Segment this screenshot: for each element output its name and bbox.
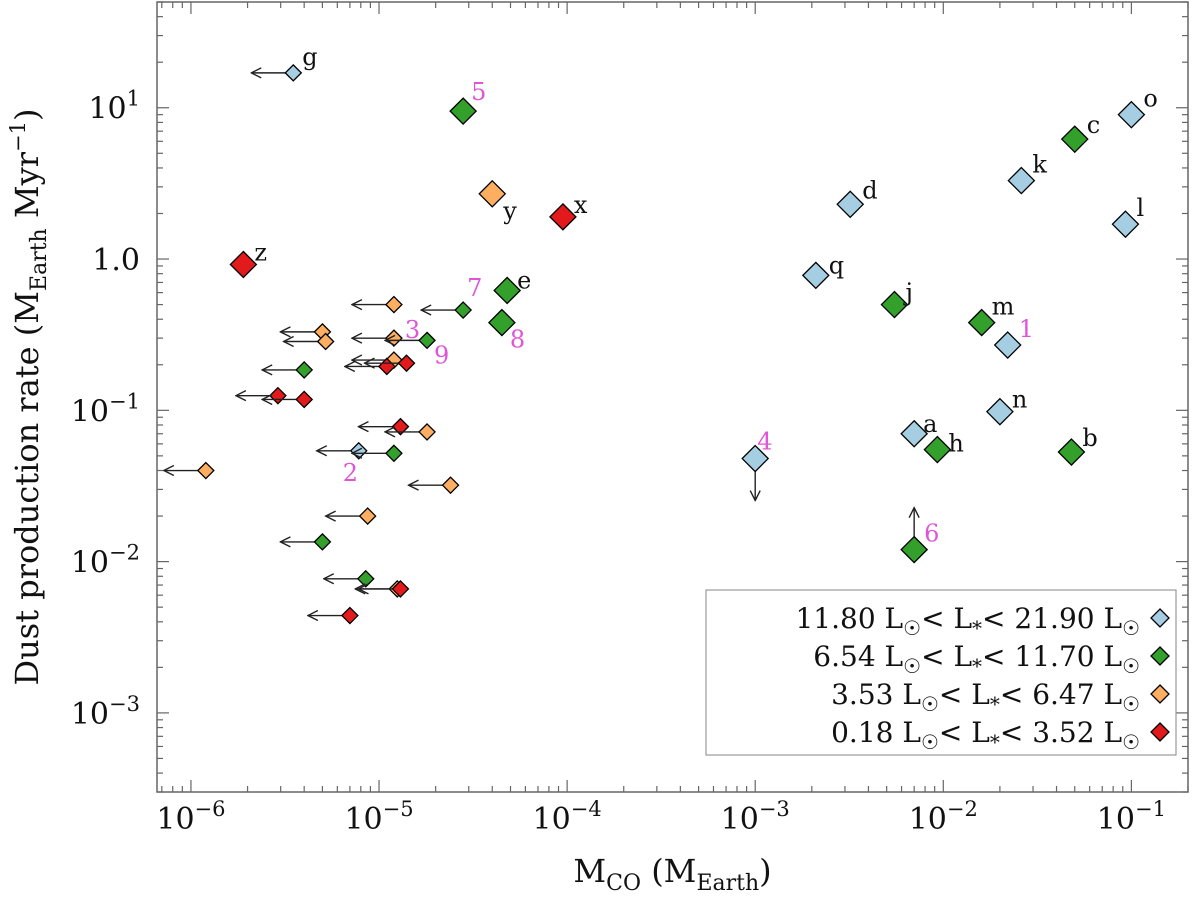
data-point [993, 331, 1022, 359]
data-point [391, 417, 410, 436]
data-point [449, 97, 478, 126]
data-point [340, 606, 359, 625]
point-label: 7 [467, 274, 482, 302]
point-label: q [829, 251, 844, 279]
data-point [880, 290, 909, 319]
data-point [1007, 166, 1036, 195]
point-label: z [254, 239, 267, 267]
data-point [385, 295, 403, 314]
data-point [1060, 125, 1089, 154]
legend-label: 0.18 L☉< L*< 3.52 L☉ [831, 716, 1140, 754]
data-point [295, 360, 314, 379]
legend-box [705, 589, 1177, 756]
data-point [418, 422, 436, 441]
point-label: x [574, 191, 588, 219]
data-point [295, 390, 314, 409]
data-point [478, 179, 507, 208]
legend-label: 3.53 L☉< L*< 6.47 L☉ [831, 678, 1140, 716]
point-label: c [1087, 111, 1100, 139]
data-point [385, 444, 403, 463]
x-tick-label: 10−3 [721, 797, 790, 837]
data-point [493, 276, 522, 305]
data-point [801, 261, 830, 290]
point-label: b [1082, 424, 1097, 452]
data-point [268, 386, 287, 405]
data-point [985, 397, 1014, 426]
point-label: 8 [510, 326, 525, 354]
y-tick-label: 10−1 [71, 389, 140, 429]
data-point [487, 308, 516, 337]
y-axis-title: Dust production rate (MEarth Myr−1) [6, 109, 52, 686]
x-tick-label: 10−4 [533, 797, 602, 837]
point-label: j [902, 279, 912, 307]
data-point [900, 535, 929, 564]
data-point [741, 444, 770, 473]
point-label: m [992, 293, 1015, 321]
x-tick-label: 10−1 [1097, 797, 1166, 837]
point-label: a [923, 410, 937, 438]
data-point [441, 476, 460, 495]
data-point [196, 461, 215, 480]
data-point [549, 202, 577, 231]
data-point [454, 301, 473, 319]
y-tick-label: 10−2 [71, 541, 140, 581]
legend-marker [1150, 684, 1170, 704]
point-label: 4 [757, 428, 772, 456]
point-label: n [1012, 386, 1027, 414]
point-label: o [1143, 85, 1157, 113]
x-axis-title: MCO (MEarth) [573, 852, 771, 896]
data-point [1117, 100, 1146, 129]
point-label: 6 [924, 520, 939, 548]
plot-frame [156, 1, 1189, 793]
point-label: k [1032, 151, 1047, 179]
data-point [1057, 438, 1086, 466]
data-points [164, 63, 1146, 625]
y-tick-label: 10−3 [71, 692, 140, 732]
point-labels: g 5 y x z e 87 39 2 q d 4 j ah 6 m1 n k c b o l [254, 43, 1157, 548]
data-point [385, 329, 403, 348]
point-label: l [1136, 194, 1144, 222]
data-point [900, 419, 929, 448]
data-point [967, 308, 996, 337]
legend-marker [1150, 646, 1170, 666]
data-point [229, 250, 258, 279]
legend-label: 6.54 L☉< L*< 11.70 L☉ [813, 640, 1140, 678]
data-point [836, 190, 865, 219]
data-point [397, 354, 416, 373]
point-label: d [862, 176, 877, 204]
point-label: 5 [471, 78, 486, 106]
data-point [1111, 210, 1140, 239]
point-label: 2 [343, 459, 358, 487]
x-tick-label: 10−2 [909, 797, 978, 837]
data-point [923, 435, 952, 464]
data-point [358, 507, 377, 525]
legend-marker [1150, 608, 1170, 628]
point-label: h [948, 430, 963, 458]
point-label: 1 [1019, 315, 1034, 343]
data-point [391, 579, 410, 598]
legend-label: 11.80 L☉< L*< 21.90 L☉ [795, 602, 1140, 640]
data-point [313, 532, 332, 551]
x-tick-label: 10−6 [156, 797, 225, 837]
legend: 11.80 L☉< L*< 21.90 L☉6.54 L☉< L*< 11.70… [705, 589, 1177, 756]
data-point [356, 569, 375, 588]
point-label: e [517, 266, 531, 294]
point-label: 3 [405, 316, 420, 344]
data-point [316, 332, 335, 351]
axes: 10−6 10−5 10−4 10−3 10−2 10−11011.010−110−210… [6, 1, 1189, 896]
data-point [418, 331, 436, 350]
data-point [349, 441, 368, 460]
point-label: 9 [434, 341, 449, 369]
y-tick-label: 101 [88, 87, 140, 127]
x-tick-label: 10−5 [344, 797, 413, 837]
legend-marker [1150, 722, 1170, 742]
y-tick-label: 1.0 [92, 243, 140, 278]
data-point [284, 63, 303, 82]
point-label: y [502, 197, 517, 225]
point-label: g [302, 43, 317, 71]
